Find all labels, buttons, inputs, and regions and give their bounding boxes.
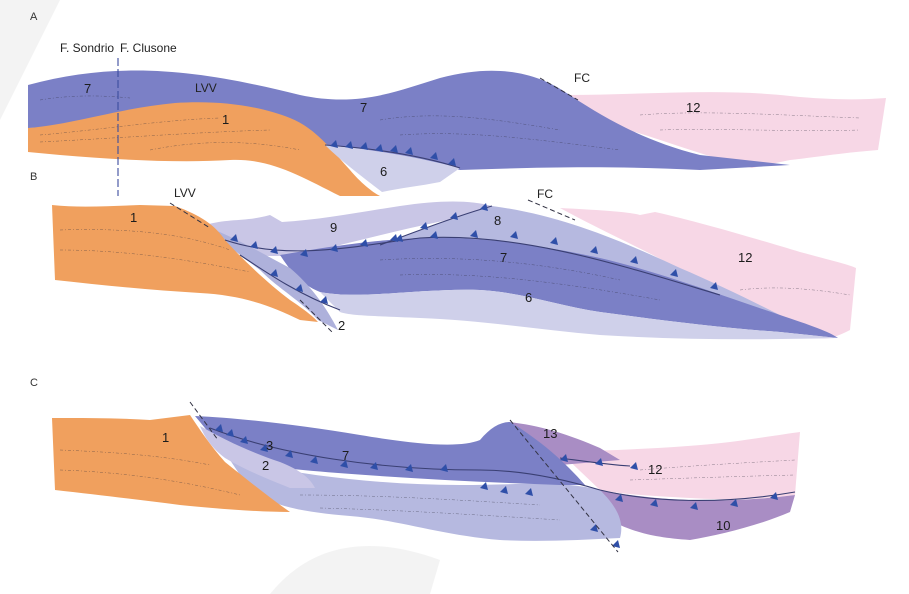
- panel-c-unit-1-body: [52, 415, 290, 512]
- panel-a-fault-fc: [539, 77, 579, 101]
- panel-a-unit-7-body: [28, 70, 790, 170]
- panel-a-label-fc: FC: [574, 71, 590, 85]
- panel-a-label-1: 1: [222, 112, 229, 127]
- panel-b-thrust-teeth: [230, 203, 718, 304]
- panel-b-letter: B: [30, 171, 37, 183]
- panel-b-unit-9-body: [205, 201, 492, 256]
- panel-b: B: [30, 171, 856, 340]
- panel-c-label-12: 12: [648, 462, 662, 477]
- panel-b-label-9: 9: [330, 220, 337, 235]
- panel-a-letter: A: [30, 11, 38, 23]
- panel-c-fault-right: [509, 419, 619, 553]
- panel-a: A F. Sondr: [28, 11, 886, 196]
- panel-a-label-12: 12: [686, 100, 700, 115]
- panel-b-unit-2-body: [210, 228, 338, 330]
- panel-b-label-fc: FC: [537, 187, 553, 201]
- panel-b-label-2: 2: [338, 318, 345, 333]
- panel-b-unit-6-body: [320, 289, 838, 340]
- panel-a-unit-12-body: [565, 92, 886, 168]
- panel-b-label-6: 6: [525, 290, 532, 305]
- panel-b-fault-fc: [527, 199, 576, 221]
- panel-b-label-7: 7: [500, 250, 507, 265]
- panel-b-label-8: 8: [494, 213, 501, 228]
- panel-c: C: [30, 377, 800, 553]
- label-f-clusone: F. Clusone: [120, 41, 177, 55]
- panel-c-label-2: 2: [262, 458, 269, 473]
- panel-a-label-7-mid: 7: [360, 100, 367, 115]
- watermark: [0, 0, 440, 594]
- panel-a-thrust-teeth: [330, 140, 456, 166]
- panel-c-unit-12-body: [560, 432, 800, 500]
- panel-c-label-3: 3: [266, 438, 273, 453]
- panel-b-label-1: 1: [130, 210, 137, 225]
- panel-a-label-lvv: LVV: [195, 81, 217, 95]
- panel-b-label-12: 12: [738, 250, 752, 265]
- panel-c-unit-13-body: [508, 422, 620, 465]
- panel-c-label-7: 7: [342, 448, 349, 463]
- panel-c-letter: C: [30, 377, 38, 389]
- panel-b-label-lvv: LVV: [174, 186, 196, 200]
- label-f-sondrio: F. Sondrio: [60, 41, 114, 55]
- panel-c-lower-unit-body: [230, 460, 622, 541]
- panel-b-unit-7-body: [280, 237, 838, 338]
- panel-c-label-1: 1: [162, 430, 169, 445]
- panel-c-label-10: 10: [716, 518, 730, 533]
- panel-c-unit-2-body: [200, 426, 315, 488]
- panel-a-label-6: 6: [380, 164, 387, 179]
- panel-c-thrust-teeth: [215, 424, 778, 548]
- panel-c-unit-10-body: [600, 490, 795, 540]
- panel-a-unit-1-body: [28, 102, 380, 196]
- panel-c-label-13: 13: [543, 426, 557, 441]
- panel-b-unit-1-body: [52, 205, 318, 322]
- panel-a-unit-6-body: [325, 145, 460, 192]
- panel-a-label-7-left: 7: [84, 81, 91, 96]
- panel-b-unit-12-body: [560, 208, 856, 339]
